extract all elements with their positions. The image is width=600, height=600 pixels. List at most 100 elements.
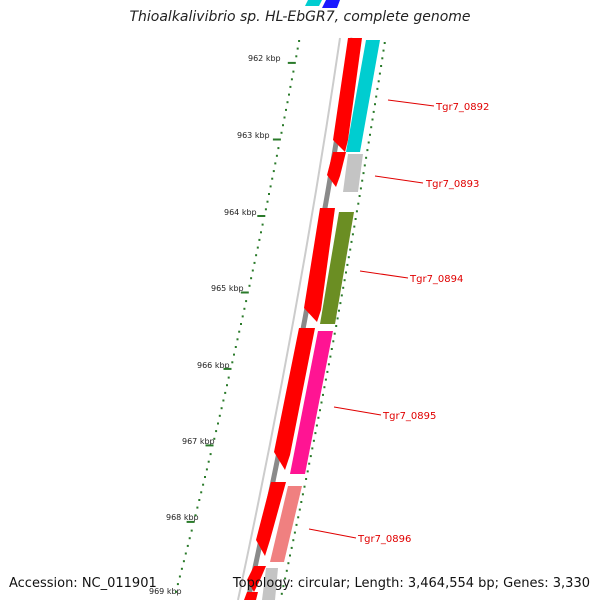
minor-tick — [320, 401, 323, 404]
tick-marks — [175, 40, 386, 595]
minor-tick — [277, 147, 280, 150]
minor-tick — [180, 567, 183, 570]
genome-title: Thioalkalivibrio sp. HL-EbGR7, complete … — [129, 9, 471, 25]
major-tick — [272, 138, 281, 141]
minor-tick — [271, 177, 274, 180]
minor-tick — [332, 340, 335, 343]
minor-tick — [253, 261, 256, 264]
minor-tick — [272, 170, 275, 173]
minor-tick — [350, 240, 353, 243]
minor-tick — [330, 348, 333, 350]
minor-tick — [295, 55, 298, 58]
gene-label-tgr7-0896: Tgr7_0896 — [357, 534, 411, 545]
minor-tick — [182, 560, 185, 563]
minor-tick — [335, 325, 338, 327]
gene-label-tgr7-0895: Tgr7_0895 — [382, 411, 436, 422]
minor-tick — [188, 537, 191, 540]
major-tick — [257, 215, 266, 217]
minor-tick — [205, 468, 208, 471]
minor-tick — [231, 361, 234, 364]
minor-tick — [243, 307, 246, 310]
minor-tick — [372, 110, 375, 113]
minor-tick — [241, 315, 244, 318]
minor-tick — [370, 126, 373, 129]
minor-tick — [207, 460, 210, 463]
cds-arrow — [247, 566, 266, 592]
minor-tick — [351, 233, 354, 236]
minor-tick — [340, 294, 343, 297]
minor-tick — [376, 87, 379, 90]
minor-tick — [238, 330, 241, 333]
minor-tick — [286, 101, 289, 104]
minor-tick — [217, 422, 219, 425]
minor-tick — [283, 116, 286, 119]
minor-tick — [293, 531, 296, 534]
minor-tick — [361, 179, 364, 182]
minor-tick — [336, 317, 339, 320]
minor-tick — [190, 529, 193, 532]
minor-tick — [362, 172, 365, 175]
minor-tick — [301, 493, 304, 496]
minor-tick — [236, 338, 239, 341]
minor-tick — [260, 231, 262, 234]
minor-tick — [288, 93, 290, 96]
minor-tick — [194, 514, 197, 517]
axis-label-963: 963 kbp — [237, 131, 270, 140]
backbone-inner — [237, 37, 341, 600]
minor-tick — [258, 238, 261, 241]
minor-tick — [256, 246, 259, 249]
minor-tick — [296, 47, 299, 50]
minor-tick — [324, 378, 327, 381]
leader-line — [333, 406, 382, 416]
minor-tick — [367, 141, 370, 144]
minor-tick — [377, 80, 380, 83]
minor-tick — [319, 409, 321, 412]
minor-tick — [342, 286, 345, 289]
minor-tick — [354, 218, 357, 220]
minor-tick — [329, 355, 332, 358]
cds-arrow — [274, 328, 315, 470]
major-tick — [240, 291, 249, 294]
minor-tick — [284, 577, 287, 580]
minor-tick — [261, 223, 264, 226]
cds-arrow — [256, 482, 286, 556]
minor-tick — [359, 187, 362, 190]
minor-tick — [382, 49, 385, 52]
minor-tick — [292, 539, 295, 542]
minor-tick — [282, 124, 284, 127]
minor-tick — [366, 149, 369, 152]
minor-tick — [200, 491, 203, 494]
minor-tick — [220, 407, 223, 410]
gene-bar-bottom — [262, 568, 278, 600]
minor-tick — [215, 430, 218, 433]
minor-tick — [300, 501, 303, 503]
minor-tick — [315, 424, 318, 427]
minor-tick — [317, 416, 320, 419]
minor-tick — [245, 300, 248, 303]
minor-tick — [275, 154, 278, 157]
minor-tick — [250, 277, 253, 280]
minor-tick — [378, 72, 381, 75]
leader-line — [308, 528, 357, 539]
minor-tick — [184, 552, 187, 555]
cds-arrow — [333, 38, 362, 152]
minor-tick — [213, 437, 216, 440]
gene-label-tgr7-0893: Tgr7_0893 — [425, 179, 479, 190]
minor-tick — [248, 284, 251, 287]
leader-line — [387, 99, 435, 107]
minor-tick — [327, 363, 330, 366]
cds-arrow — [327, 152, 346, 187]
minor-tick — [292, 70, 295, 73]
minor-tick — [226, 384, 228, 387]
minor-tick — [343, 279, 346, 282]
minor-tick — [280, 131, 283, 134]
axis-label-968: 968 kbp — [166, 513, 199, 522]
minor-tick — [274, 162, 277, 165]
minor-tick — [282, 585, 285, 588]
major-tick — [287, 61, 296, 64]
minor-tick — [381, 57, 384, 60]
gene-bar-tgr7-0896 — [270, 486, 302, 562]
minor-tick — [264, 208, 267, 211]
minor-tick — [346, 263, 349, 266]
minor-tick — [178, 575, 181, 578]
